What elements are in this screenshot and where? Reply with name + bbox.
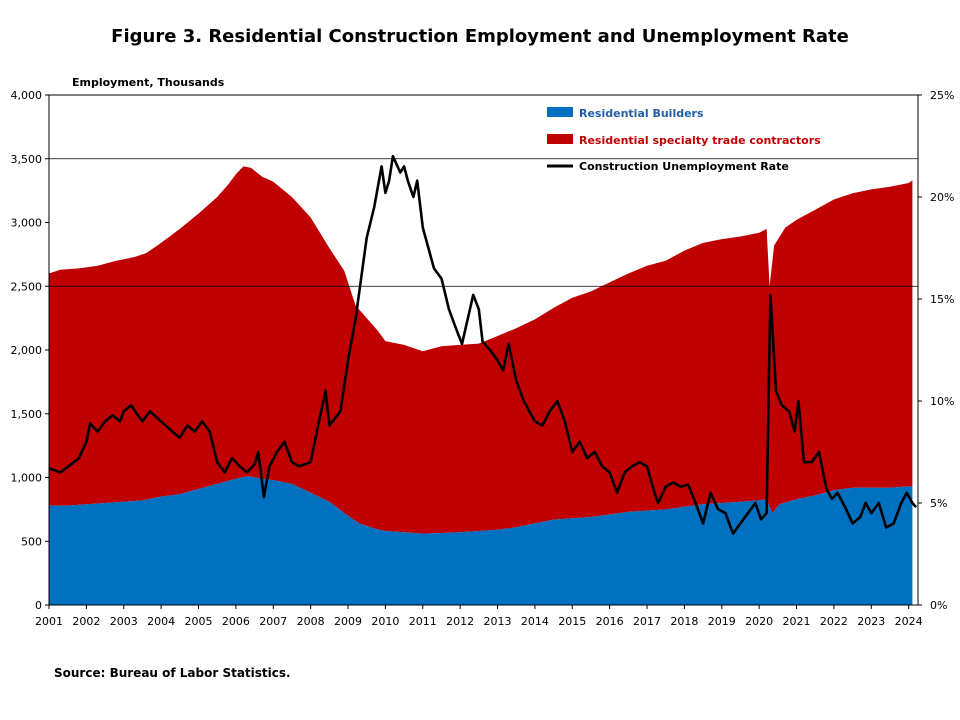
- y-right-tick-label: 5%: [930, 497, 947, 510]
- line-construction-unemployment-rate: [48, 154, 918, 535]
- x-tick-label: 2015: [558, 615, 586, 628]
- x-tick-label: 2020: [745, 615, 773, 628]
- x-tick-label: 2003: [110, 615, 138, 628]
- source-note: Source: Bureau of Labor Statistics.: [54, 666, 291, 680]
- x-tick-label: 2024: [895, 615, 923, 628]
- x-tick-label: 2014: [521, 615, 549, 628]
- line-layer: [48, 154, 918, 535]
- y-right-tick-label: 15%: [930, 293, 954, 306]
- gridlines: [49, 158, 918, 287]
- x-tick-label: 2006: [222, 615, 250, 628]
- x-tick-label: 2021: [783, 615, 811, 628]
- area-specialty-trade-contractors: [49, 166, 913, 534]
- x-tick-label: 2018: [670, 615, 698, 628]
- x-tick-label: 2016: [596, 615, 624, 628]
- legend-label-unemployment: Construction Unemployment Rate: [579, 160, 789, 173]
- x-tick-label: 2010: [371, 615, 399, 628]
- axes-layer: 0 500 1,000 1,500 2,000 2,500 3,000 3,500 4,000 0…: [11, 89, 955, 628]
- y-left-tick-label: 2,500: [11, 280, 43, 293]
- x-tick-label: 2001: [35, 615, 63, 628]
- y-right-tick-label: 0%: [930, 599, 947, 612]
- x-tick-label: 2023: [857, 615, 885, 628]
- y-left-tick-label: 2,000: [11, 344, 43, 357]
- x-tick-label: 2002: [72, 615, 100, 628]
- chart-title: Figure 3. Residential Construction Emplo…: [111, 26, 849, 47]
- y-left-tick-label: 3,500: [11, 153, 43, 166]
- y-left-tick-label: 1,000: [11, 472, 43, 485]
- area-layer: [49, 166, 913, 605]
- x-tick-label: 2007: [259, 615, 287, 628]
- y-right-tick-label: 10%: [930, 395, 954, 408]
- x-tick-label: 2008: [297, 615, 325, 628]
- x-tick-label: 2013: [484, 615, 512, 628]
- legend: Residential Builders Residential special…: [547, 107, 821, 173]
- x-tick-label: 2022: [820, 615, 848, 628]
- y-right-tick-label: 25%: [930, 89, 954, 102]
- x-tick-label: 2009: [334, 615, 362, 628]
- y-left-tick-label: 500: [21, 535, 42, 548]
- legend-swatch-specialty: [547, 134, 573, 144]
- x-tick-label: 2004: [147, 615, 175, 628]
- y-left-tick-label: 1,500: [11, 408, 43, 421]
- y-right-tick-label: 20%: [930, 191, 954, 204]
- x-tick-label: 2017: [633, 615, 661, 628]
- y-left-tick-label: 0: [35, 599, 42, 612]
- x-tick-label: 2019: [708, 615, 736, 628]
- y-left-tick-label: 4,000: [11, 89, 43, 102]
- x-tick-label: 2012: [446, 615, 474, 628]
- legend-label-specialty: Residential specialty trade contractors: [579, 134, 821, 147]
- x-tick-label: 2005: [185, 615, 213, 628]
- y-left-tick-label: 3,000: [11, 217, 43, 230]
- legend-label-builders: Residential Builders: [579, 107, 704, 120]
- legend-swatch-builders: [547, 107, 573, 117]
- y-axis-left-label: Employment, Thousands: [72, 76, 225, 89]
- x-tick-label: 2011: [409, 615, 437, 628]
